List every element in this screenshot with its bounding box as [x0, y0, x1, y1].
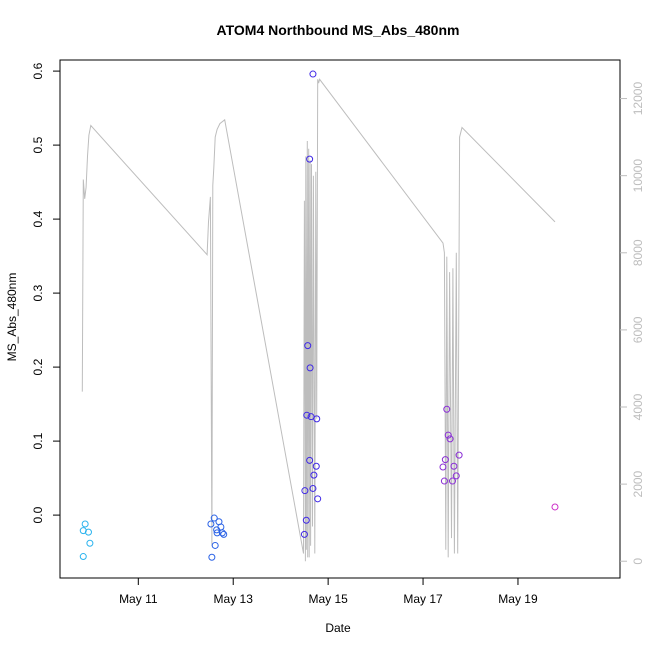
data-point-6: [207, 520, 215, 528]
data-point-36: [448, 477, 456, 485]
data-point-39: [455, 451, 463, 459]
data-point-5: [208, 553, 216, 561]
x-tick-label-0: May 11: [119, 592, 158, 606]
data-point-31: [440, 477, 448, 485]
data-point-19: [304, 342, 312, 350]
y2-tick-label-3: 6000: [631, 316, 645, 343]
data-point-29: [314, 495, 322, 503]
data-point-13: [218, 529, 226, 537]
data-point-37: [450, 462, 458, 470]
y-tick-label-2: 0.2: [31, 358, 45, 375]
data-point-18: [302, 516, 310, 524]
plot-layer: 0.0 0.1 0.2 0.3 0.4 0.5 0.6 0 2000 4000 6000 8000 10…: [31, 62, 645, 606]
data-point-14: [220, 530, 228, 538]
data-point-28: [313, 415, 321, 423]
y2-tick-label-6: 12000: [631, 82, 645, 116]
data-point-40: [551, 503, 559, 511]
x-tick-label-4: May 19: [498, 592, 538, 606]
y2-tick-label-5: 10000: [631, 159, 645, 193]
plot-frame: [59, 59, 621, 579]
data-point-17: [303, 411, 311, 419]
y2-tick-label-2: 4000: [631, 393, 645, 420]
data-point-38: [452, 472, 460, 480]
data-point-15: [300, 530, 308, 538]
data-point-24: [309, 70, 317, 78]
y2-tick-label-1: 2000: [631, 470, 645, 497]
y-tick-label-0: 0.0: [31, 506, 45, 523]
data-point-4: [86, 539, 94, 547]
x-tick-label-3: May 17: [403, 592, 443, 606]
secondary-series-line: [81, 78, 556, 562]
data-point-32: [441, 456, 449, 464]
data-point-8: [211, 541, 219, 549]
y2-tick-label-0: 0: [631, 558, 645, 565]
data-point-30: [439, 463, 447, 471]
data-point-3: [84, 528, 92, 536]
chart-title: ATOM4 Northbound MS_Abs_480nm: [217, 22, 460, 38]
data-point-20: [306, 456, 314, 464]
data-point-33: [443, 405, 451, 413]
data-point-21: [306, 155, 314, 163]
y-tick-label-6: 0.6: [31, 62, 45, 79]
y2-tick-label-4: 8000: [631, 239, 645, 266]
data-point-10: [213, 529, 221, 537]
y-tick-label-4: 0.4: [31, 210, 45, 227]
y-tick-label-1: 0.1: [31, 432, 45, 449]
y-tick-label-5: 0.5: [31, 136, 45, 153]
x-tick-label-1: May 13: [214, 592, 254, 606]
x-axis-label: Date: [325, 621, 351, 635]
data-point-27: [312, 462, 320, 470]
y-axis-label: MS_Abs_480nm: [5, 273, 19, 362]
data-point-0: [79, 553, 87, 561]
y-tick-label-3: 0.3: [31, 284, 45, 301]
data-point-22: [306, 364, 314, 372]
data-point-34: [444, 431, 452, 439]
data-point-16: [301, 487, 309, 495]
data-point-2: [81, 520, 89, 528]
data-point-7: [210, 514, 218, 522]
data-point-35: [446, 435, 454, 443]
data-point-25: [309, 484, 317, 492]
x-tick-label-2: May 15: [308, 592, 348, 606]
data-point-26: [310, 471, 318, 479]
